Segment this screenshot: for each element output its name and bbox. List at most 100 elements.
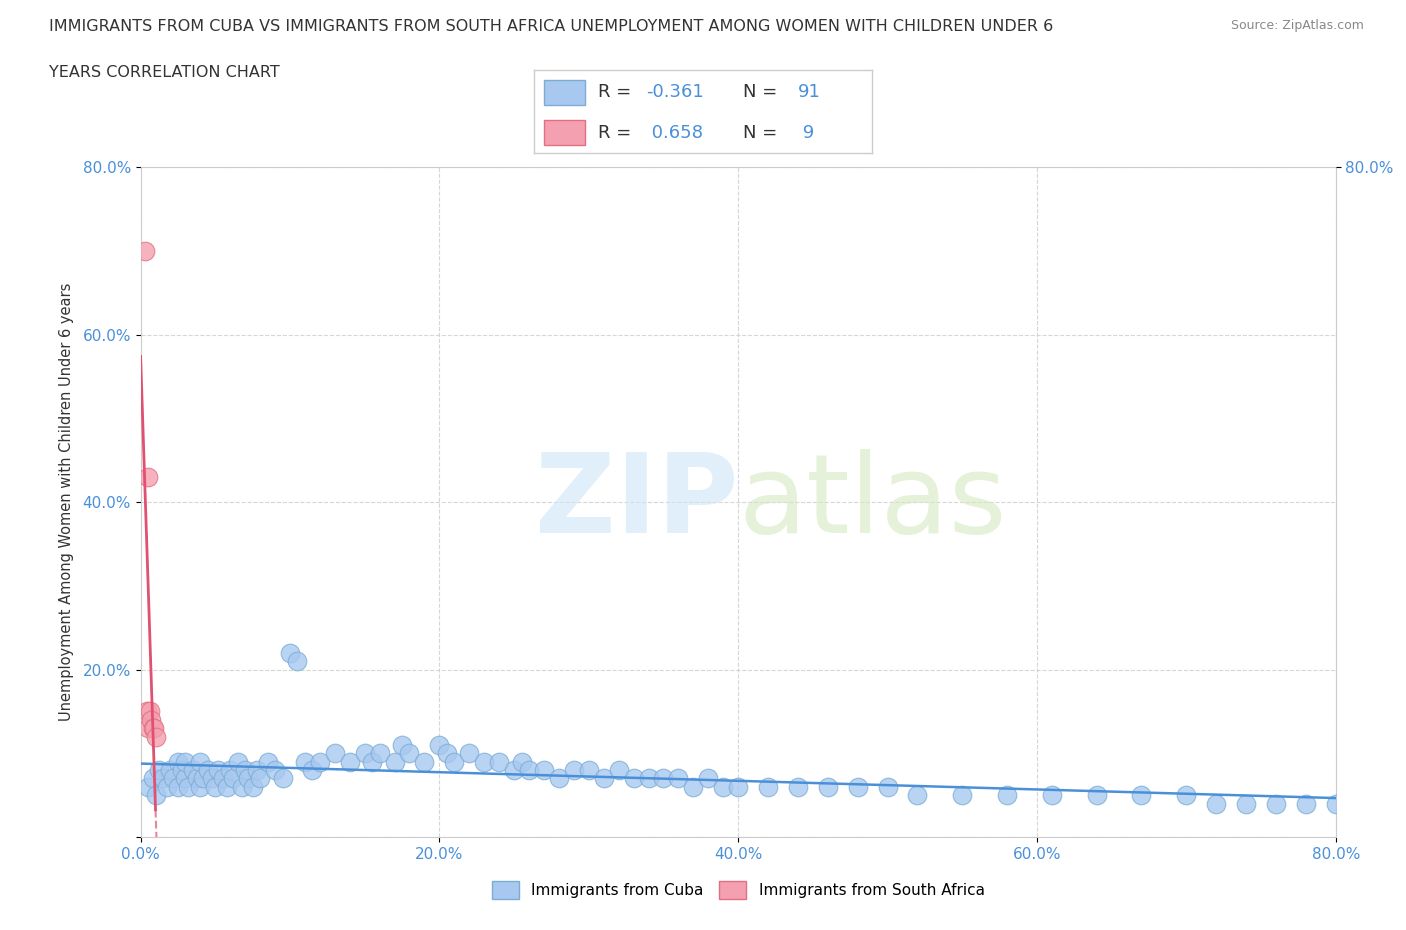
- Point: [995, 788, 1018, 803]
- Point: [398, 746, 420, 761]
- Point: [135, 704, 157, 719]
- Point: [323, 746, 346, 761]
- Point: [488, 754, 510, 769]
- Point: [711, 779, 734, 794]
- Point: [1234, 796, 1257, 811]
- Point: [136, 721, 159, 736]
- Point: [503, 763, 526, 777]
- Point: [174, 771, 197, 786]
- Legend: Immigrants from Cuba, Immigrants from South Africa: Immigrants from Cuba, Immigrants from So…: [484, 873, 993, 907]
- Point: [1324, 796, 1347, 811]
- Point: [907, 788, 929, 803]
- Point: [217, 779, 239, 794]
- Point: [145, 729, 167, 744]
- Point: [1175, 788, 1198, 803]
- Point: [384, 754, 406, 769]
- Point: [578, 763, 600, 777]
- Point: [652, 771, 675, 786]
- Point: [141, 721, 163, 736]
- Text: R =: R =: [599, 84, 637, 101]
- Text: Source: ZipAtlas.com: Source: ZipAtlas.com: [1230, 19, 1364, 32]
- Text: R =: R =: [599, 124, 637, 141]
- Text: N =: N =: [744, 84, 783, 101]
- Point: [138, 704, 160, 719]
- Point: [219, 763, 242, 777]
- Point: [211, 771, 233, 786]
- Point: [309, 754, 332, 769]
- Point: [264, 763, 287, 777]
- Point: [242, 779, 264, 794]
- Point: [1265, 796, 1288, 811]
- Point: [592, 771, 614, 786]
- Point: [201, 771, 224, 786]
- Point: [510, 754, 533, 769]
- Point: [271, 771, 294, 786]
- Point: [226, 754, 249, 769]
- Point: [134, 244, 156, 259]
- Point: [246, 763, 269, 777]
- Point: [249, 771, 271, 786]
- Point: [817, 779, 839, 794]
- Point: [172, 763, 194, 777]
- Point: [256, 754, 278, 769]
- Point: [188, 754, 212, 769]
- FancyBboxPatch shape: [544, 80, 585, 105]
- Point: [148, 763, 170, 777]
- Point: [193, 771, 215, 786]
- Point: [1130, 788, 1153, 803]
- Point: [141, 771, 163, 786]
- Point: [167, 754, 190, 769]
- Point: [143, 721, 166, 736]
- Point: [162, 771, 184, 786]
- Text: ZIP: ZIP: [534, 448, 738, 556]
- Point: [950, 788, 973, 803]
- Point: [177, 779, 200, 794]
- Point: [1040, 788, 1063, 803]
- Point: [287, 654, 309, 669]
- Text: 91: 91: [797, 84, 820, 101]
- Point: [391, 737, 413, 752]
- Point: [697, 771, 720, 786]
- Point: [436, 746, 458, 761]
- Point: [197, 763, 219, 777]
- Point: [1085, 788, 1108, 803]
- Point: [727, 779, 749, 794]
- Point: [876, 779, 898, 794]
- Point: [682, 779, 704, 794]
- Point: [186, 771, 208, 786]
- Point: [167, 779, 190, 794]
- Point: [637, 771, 659, 786]
- Point: [159, 763, 181, 777]
- Text: N =: N =: [744, 124, 783, 141]
- Text: -0.361: -0.361: [645, 84, 703, 101]
- Point: [562, 763, 585, 777]
- Point: [1205, 796, 1227, 811]
- Point: [361, 754, 384, 769]
- Point: [204, 779, 226, 794]
- Point: [188, 779, 212, 794]
- Point: [668, 771, 690, 786]
- Point: [301, 763, 323, 777]
- Point: [368, 746, 391, 761]
- Point: [353, 746, 375, 761]
- Point: [607, 763, 630, 777]
- FancyBboxPatch shape: [544, 120, 585, 145]
- Point: [548, 771, 571, 786]
- Point: [443, 754, 465, 769]
- Point: [139, 712, 162, 727]
- Point: [339, 754, 361, 769]
- Point: [472, 754, 495, 769]
- Point: [222, 771, 245, 786]
- Point: [207, 763, 229, 777]
- Point: [278, 645, 301, 660]
- Point: [533, 763, 555, 777]
- Point: [136, 470, 159, 485]
- Point: [236, 771, 259, 786]
- Point: [136, 779, 159, 794]
- Point: [427, 737, 450, 752]
- Point: [152, 771, 174, 786]
- Point: [623, 771, 645, 786]
- Point: [294, 754, 316, 769]
- Point: [174, 754, 197, 769]
- Text: IMMIGRANTS FROM CUBA VS IMMIGRANTS FROM SOUTH AFRICA UNEMPLOYMENT AMONG WOMEN WI: IMMIGRANTS FROM CUBA VS IMMIGRANTS FROM …: [49, 19, 1053, 33]
